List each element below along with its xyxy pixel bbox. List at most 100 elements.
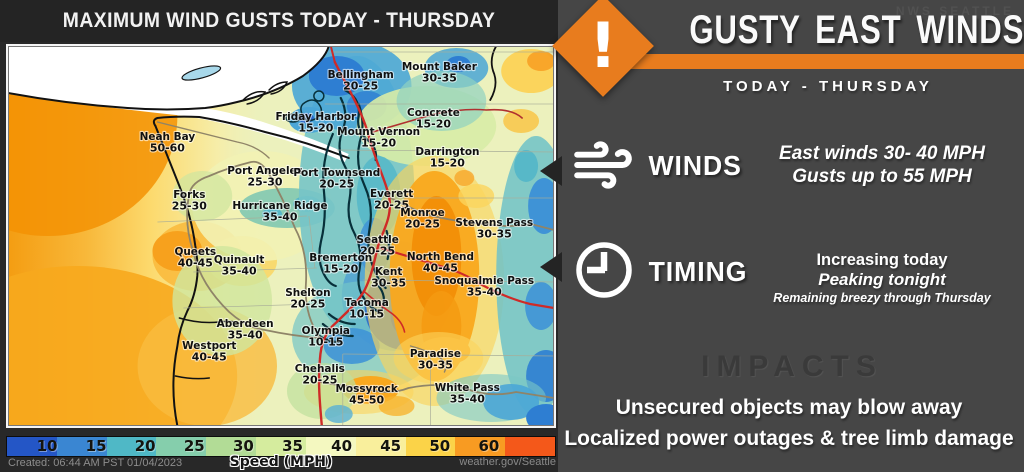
us2-highway	[389, 197, 554, 231]
map-title-bar: MAXIMUM WIND GUSTS TODAY - THURSDAY	[0, 0, 558, 42]
map-location-gust-value: 15-20	[430, 156, 465, 169]
map-location-gust-value: 20-25	[302, 373, 337, 386]
sr7-highway	[363, 291, 406, 333]
clock-icon	[572, 238, 636, 307]
winds-line2: Gusts up to 55 MPH	[792, 166, 972, 187]
map-location-name: Westport	[182, 340, 236, 352]
map-location-gust-value: 20-25	[343, 79, 378, 92]
map-location-gust-value: 20-25	[405, 217, 440, 230]
map-location-gust-value: 30-35	[371, 276, 406, 289]
map-location-gust-value: 20-25	[290, 297, 325, 310]
timing-pointer-notch	[540, 252, 562, 282]
neah-bay-road	[156, 121, 270, 159]
puget-sound-shorelines	[285, 88, 390, 344]
legend-color-segment	[106, 437, 157, 456]
map-location-name: Aberdeen	[217, 318, 274, 330]
legend-color-segment	[206, 437, 257, 456]
legend-color-segment	[56, 437, 107, 456]
impacts-line2: Localized power outages & tree limb dama…	[564, 427, 1014, 450]
map-location-gust-value: 40-45	[192, 350, 227, 363]
impacts-line1: Unsecured objects may blow away	[615, 396, 963, 419]
wind-icon	[570, 134, 636, 201]
map-location-gust-value: 35-40	[222, 264, 257, 277]
headline: GUSTY EAST WINDS	[689, 8, 1024, 52]
map-location-gust-value: 40-45	[423, 261, 458, 274]
map-location-name: Paradise	[410, 348, 461, 360]
map-location-name: Mount Baker	[402, 61, 478, 73]
map-location-name: Stevens Pass	[455, 217, 533, 229]
timing-section-label: TIMING	[648, 256, 748, 287]
map-location-name: Everett	[370, 188, 413, 200]
map-location-name: Bellingham	[328, 69, 394, 81]
nws-watermark: NWS SEATTLE	[895, 4, 1014, 18]
county-lines	[157, 51, 554, 426]
legend-axis-label: Speed (MPH)	[229, 454, 333, 470]
legend-color-segment	[505, 437, 555, 456]
map-location-name: Queets	[174, 246, 216, 258]
map-location-name: White Pass	[435, 382, 500, 394]
winds-details: East winds 30- 40 MPH Gusts up to 55 MPH	[760, 142, 1004, 188]
map-title: MAXIMUM WIND GUSTS TODAY - THURSDAY	[62, 9, 496, 32]
map-location-name: Neah Bay	[140, 131, 196, 143]
map-border	[8, 46, 554, 426]
legend-color-segment	[305, 437, 356, 456]
map-location-gust-value: 10-15	[308, 335, 343, 348]
map-location-gust-value: 30-35	[422, 71, 457, 84]
timing-line1: Increasing today	[816, 251, 948, 269]
map-location-gust-value: 15-20	[298, 121, 333, 134]
map-location-name: Forks	[173, 189, 205, 201]
map-location-gust-value: 35-40	[262, 210, 297, 223]
map-location-name: Monroe	[400, 207, 444, 219]
map-location-gust-value: 30-35	[477, 227, 512, 240]
legend-color-segment	[256, 437, 306, 456]
legend-color-segment	[455, 437, 506, 456]
map-location-gust-value: 35-40	[467, 285, 502, 298]
map-location-name: North Bend	[407, 251, 474, 263]
map-location-gust-value: 30-35	[418, 358, 453, 371]
map-location-gust-value: 15-20	[416, 117, 451, 130]
legend-color-segment	[405, 437, 456, 456]
map-location-gust-value: 10-15	[349, 307, 384, 320]
map-location-name: Concrete	[407, 107, 460, 119]
map-location-name: Kent	[375, 266, 402, 278]
exclamation-icon: !	[588, 8, 618, 82]
map-location-name: Tacoma	[345, 297, 389, 309]
map-location-gust-value: 35-40	[450, 392, 485, 405]
gust-contour-blobs	[8, 46, 554, 426]
i5-north	[329, 46, 336, 63]
map-location-name: Mount Vernon	[337, 126, 420, 138]
canada-water-mask	[8, 46, 349, 162]
timing-line3: Remaining breezy through Thursday	[773, 291, 991, 305]
map-location-name: Port Angeles	[227, 165, 303, 177]
i5-highway	[317, 60, 392, 426]
subheadline: TODAY - THURSDAY	[723, 78, 933, 95]
sr20-highway	[371, 108, 523, 133]
i90-highway	[379, 246, 554, 310]
map-location-gust-value: 50-60	[150, 141, 185, 154]
map-location-name: Shelton	[285, 287, 330, 299]
accent-bar	[600, 54, 1024, 69]
winds-pointer-notch	[540, 156, 562, 186]
map-location-gust-value: 20-25	[374, 198, 409, 211]
map-location-name: Seattle	[356, 234, 398, 246]
map-location-name: Hurricane Ridge	[232, 200, 327, 212]
map-location-gust-value: 25-30	[172, 199, 207, 212]
legend-color-segment	[156, 437, 207, 456]
us101-highway	[186, 160, 321, 339]
map-location-name: Quinault	[214, 254, 264, 266]
timing-details: Increasing today Peaking tonight Remaini…	[745, 251, 1019, 306]
map-location-gust-value: 15-20	[361, 136, 396, 149]
map-location-gust-value: 20-25	[360, 244, 395, 257]
timing-line2: Peaking tonight	[818, 270, 946, 289]
us12-highway	[318, 381, 554, 399]
map-location-name: Chehalis	[295, 363, 345, 375]
map-location-gust-value: 25-30	[248, 175, 283, 188]
map-location-gust-value: 40-45	[178, 256, 213, 269]
map-location-name: Mossyrock	[336, 383, 399, 395]
winds-section-label: WINDS	[648, 150, 742, 181]
map-location-gust-value: 15-20	[323, 262, 358, 275]
highways	[156, 46, 554, 426]
